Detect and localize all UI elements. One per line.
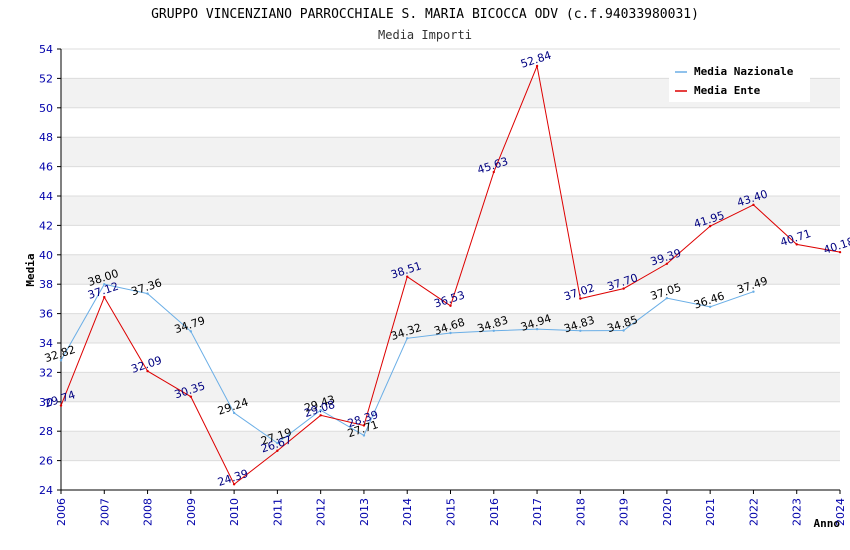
x-tick-label: 2022: [747, 498, 760, 526]
background-band: [61, 313, 840, 343]
y-tick-label: 46: [39, 161, 53, 174]
data-point-media-ente: [492, 170, 495, 174]
data-point-media-nazionale: [752, 290, 755, 293]
data-point-media-nazionale: [665, 296, 669, 300]
data-point-media-ente: [232, 483, 236, 486]
data-point-media-nazionale: [362, 434, 366, 437]
x-tick-label: 2017: [531, 498, 544, 526]
data-point-media-nazionale: [406, 337, 409, 340]
data-point-media-nazionale: [492, 329, 495, 332]
series-line-media-nazionale: [60, 283, 754, 444]
x-tick-label: 2007: [98, 498, 111, 526]
data-point-media-nazionale: [146, 292, 149, 295]
data-label-media-ente: 24.39: [216, 467, 250, 489]
data-point-media-ente: [146, 369, 149, 373]
y-tick-label: 54: [39, 43, 53, 56]
y-tick-label: 52: [39, 72, 53, 85]
data-point-media-nazionale: [276, 441, 279, 445]
data-point-media-ente: [103, 295, 106, 299]
y-tick-label: 36: [39, 308, 53, 321]
data-point-media-ente: [665, 262, 669, 265]
chart-subtitle: Media Importi: [378, 28, 472, 42]
y-tick-label: 26: [39, 455, 53, 468]
x-tick-label: 2020: [661, 498, 674, 526]
x-tick-label: 2010: [228, 498, 241, 526]
data-point-media-ente: [579, 297, 582, 300]
chart-title: GRUPPO VINCENZIANO PARROCCHIALE S. MARIA…: [151, 7, 699, 22]
data-point-media-ente: [362, 424, 366, 427]
x-tick-label: 2016: [488, 498, 501, 526]
x-axis-ticks: 2006 2007 2008 2009 2010 2011 2012 2013 2014 2015…: [55, 490, 847, 526]
y-tick-label: 48: [39, 131, 53, 144]
series-lines: [59, 64, 842, 486]
background-band: [61, 137, 840, 167]
data-point-media-ente: [838, 250, 842, 254]
x-tick-label: 2011: [271, 498, 284, 526]
background-band: [61, 254, 840, 285]
x-tick-label: 2021: [704, 498, 717, 526]
y-axis-ticks: 24 26 28 30 32 34 36 38 40 42 44 46 48 50 52 54: [39, 43, 61, 497]
data-point-media-ente: [535, 64, 539, 68]
y-tick-label: 50: [39, 102, 53, 115]
data-point-media-nazionale: [622, 329, 625, 332]
data-point-media-ente: [276, 449, 279, 452]
y-tick-label: 32: [39, 366, 53, 379]
x-tick-label: 2014: [401, 498, 414, 526]
x-axis-label: Anno: [814, 517, 841, 530]
y-tick-label: 30: [39, 396, 53, 409]
data-point-media-nazionale: [319, 408, 322, 412]
data-point-media-ente: [406, 275, 409, 278]
data-label-media-ente: 29.74: [43, 388, 77, 410]
data-point-media-nazionale: [708, 305, 712, 309]
y-tick-label: 40: [39, 249, 53, 262]
data-point-media-ente: [59, 404, 63, 407]
x-tick-label: 2009: [185, 498, 198, 526]
data-point-media-nazionale: [449, 331, 452, 335]
y-tick-label: 34: [39, 337, 53, 350]
x-tick-label: 2024: [834, 498, 847, 526]
data-point-media-ente: [708, 224, 712, 228]
data-label-media-ente: 40.71: [779, 227, 813, 249]
legend: Media Nazionale Media Ente: [669, 60, 810, 102]
x-tick-label: 2006: [55, 498, 68, 526]
background-band: [61, 431, 840, 461]
data-point-media-ente: [319, 414, 322, 417]
y-tick-label: 38: [39, 278, 53, 291]
x-tick-label: 2012: [315, 498, 328, 526]
background-band: [61, 196, 840, 226]
data-label-media-ente: 40.18: [822, 235, 850, 257]
y-tick-label: 24: [39, 484, 53, 497]
x-tick-label: 2019: [618, 498, 631, 526]
y-tick-label: 42: [39, 219, 53, 232]
legend-label-media-nazionale: Media Nazionale: [694, 65, 794, 78]
x-tick-label: 2013: [358, 498, 371, 526]
data-point-media-ente: [449, 304, 452, 308]
data-point-media-ente: [795, 243, 798, 246]
data-label-media-nazionale: 36.46: [692, 289, 726, 311]
background-bands: [61, 78, 840, 461]
y-tick-label: 28: [39, 425, 53, 438]
legend-box: [669, 60, 810, 102]
data-point-media-nazionale: [189, 330, 193, 333]
x-tick-label: 2008: [142, 498, 155, 526]
data-label-media-ente: 36.53: [432, 288, 466, 310]
x-tick-label: 2015: [445, 498, 458, 526]
y-tick-label: 44: [39, 190, 53, 203]
data-point-media-nazionale: [232, 411, 236, 415]
y-axis-label: Media: [24, 253, 37, 286]
x-tick-label: 2018: [574, 498, 587, 526]
data-point-media-nazionale: [535, 327, 539, 331]
data-point-media-ente: [189, 395, 193, 398]
data-point-media-ente: [622, 287, 625, 290]
data-point-media-nazionale: [579, 329, 582, 332]
x-tick-label: 2023: [791, 498, 804, 526]
data-point-media-ente: [752, 203, 755, 207]
data-point-media-nazionale: [103, 283, 106, 286]
legend-label-media-ente: Media Ente: [694, 84, 761, 97]
data-point-media-nazionale: [59, 359, 63, 362]
